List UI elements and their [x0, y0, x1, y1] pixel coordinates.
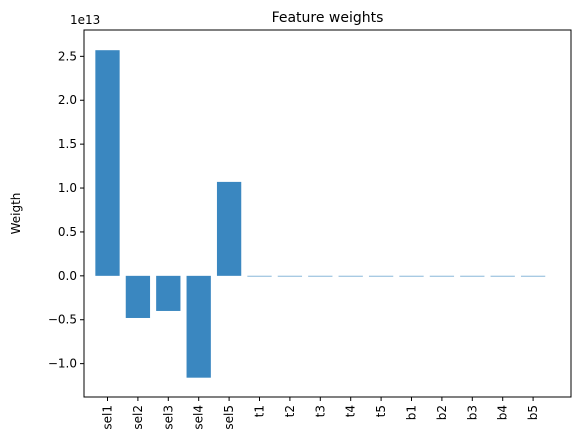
- y-tick-label: 0.0: [58, 269, 77, 283]
- y-tick-label: 1.0: [58, 181, 77, 195]
- x-axis-ticks: sel1 sel2 sel3 sel4 sel5 t1 t2 t3 t4 t5 b1 b2 b3 b4 b5: [101, 397, 540, 430]
- x-tick-label: t3: [313, 405, 327, 417]
- bar-t1: [247, 275, 272, 277]
- bar-t3: [308, 275, 333, 277]
- bar-sel2: [125, 275, 151, 318]
- x-tick-label: b5: [526, 405, 540, 420]
- bar-b3: [460, 275, 485, 277]
- y-tick-label: −0.5: [48, 313, 77, 327]
- bar-t4: [338, 275, 363, 277]
- y-tick-label: 2.5: [58, 49, 77, 63]
- plot-frame: [83, 29, 572, 398]
- y-tick-label: 2.0: [58, 93, 77, 107]
- x-tick-label: b3: [465, 405, 479, 420]
- chart-title: Feature weights: [272, 10, 384, 26]
- x-tick-label: b1: [405, 405, 419, 420]
- bar-sel1: [95, 50, 120, 276]
- bar-b4: [490, 275, 515, 277]
- x-tick-label: t5: [374, 405, 388, 417]
- x-tick-label: t4: [344, 405, 358, 417]
- bar-sel5: [216, 181, 242, 276]
- bar-t2: [277, 275, 303, 277]
- x-tick-label: sel3: [161, 405, 175, 430]
- y-tick-label: 0.5: [58, 225, 77, 239]
- x-tick-label: sel1: [101, 405, 115, 430]
- x-tick-label: b2: [435, 405, 449, 420]
- x-tick-label: t1: [253, 405, 267, 417]
- bar-b5: [520, 275, 546, 277]
- x-tick-label: sel5: [222, 405, 236, 430]
- y-axis-ticks: −1.0 −0.5 0.0 0.5 1.0 1.5 2.0 2.5: [48, 49, 84, 371]
- bar-b2: [429, 275, 455, 277]
- y-tick-label: 1.5: [58, 137, 77, 151]
- y-offset-label: 1e13: [70, 13, 100, 27]
- bars: [95, 50, 546, 378]
- y-axis-label: Weigth: [9, 193, 23, 235]
- x-tick-label: sel2: [131, 405, 145, 430]
- bar-b1: [399, 275, 424, 277]
- bar-sel3: [156, 275, 181, 311]
- x-tick-label: b4: [496, 405, 510, 420]
- bar-sel4: [186, 275, 211, 378]
- x-tick-label: sel4: [192, 405, 206, 430]
- y-tick-label: −1.0: [48, 357, 77, 371]
- bar-t5: [368, 275, 394, 277]
- x-tick-label: t2: [283, 405, 297, 417]
